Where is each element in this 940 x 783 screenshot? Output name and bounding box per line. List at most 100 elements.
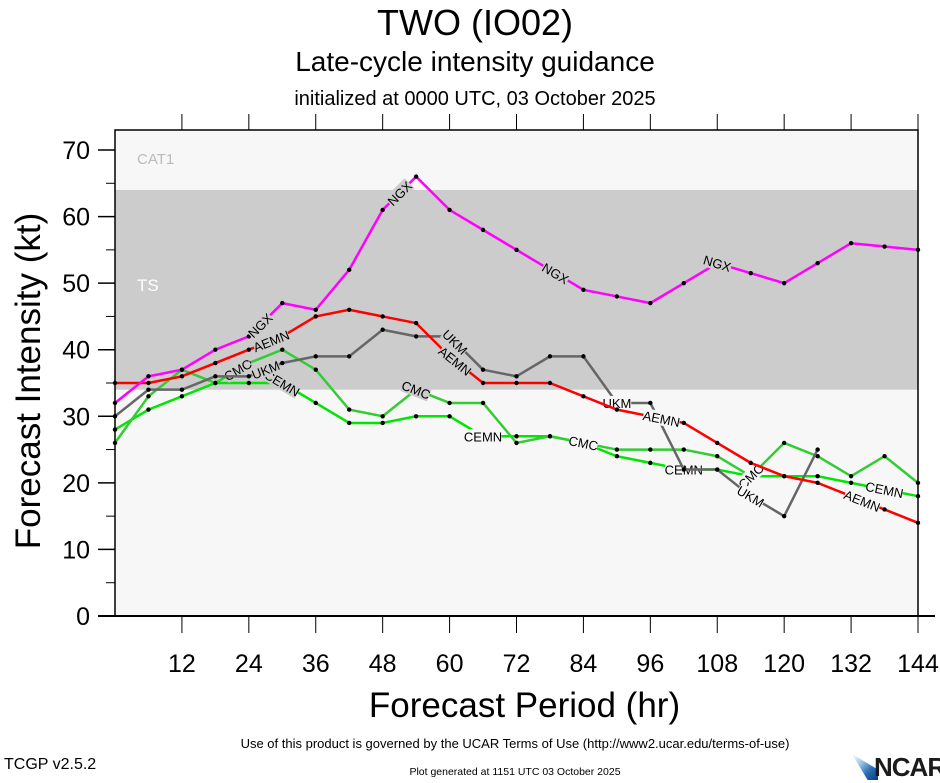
series-label-bg <box>842 487 882 514</box>
data-point-cemn <box>313 400 318 406</box>
data-point-cmc <box>681 447 686 452</box>
series-label-bg <box>384 178 415 209</box>
series-label-group-aemn: AEMN <box>642 408 682 430</box>
data-point-ngx <box>815 260 820 266</box>
data-point-aemn <box>581 394 586 399</box>
data-point-ukm <box>179 387 185 392</box>
data-point-aemn <box>146 380 151 386</box>
data-point-aemn <box>781 474 787 479</box>
series-label-bg <box>440 326 471 357</box>
x-tick-label: 132 <box>830 650 872 678</box>
x-tick-label: 144 <box>897 650 939 678</box>
data-point-cmc <box>648 447 653 452</box>
data-point-ngx <box>581 287 586 292</box>
series-label-cemn: CEMN <box>864 479 904 501</box>
band-ts <box>115 189 918 390</box>
y-tick-label: 20 <box>62 470 90 498</box>
data-point-ngx <box>781 280 787 286</box>
data-point-aemn <box>313 314 318 319</box>
data-point-cemn <box>648 460 653 466</box>
x-tick-label: 24 <box>235 650 263 678</box>
data-point-ukm <box>815 447 820 452</box>
data-point-cmc <box>815 454 820 459</box>
series-label-bg <box>642 408 681 429</box>
series-label-aemn: AEMN <box>642 408 682 430</box>
data-point-ngx <box>748 270 753 276</box>
series-label-bg <box>701 252 733 274</box>
data-point-ukm <box>380 327 385 332</box>
series-label-bg <box>539 259 572 287</box>
series-label-cemn: CEMN <box>464 429 502 444</box>
data-point-ukm <box>480 367 486 372</box>
data-point-ngx <box>380 207 385 213</box>
data-point-cmc <box>848 474 854 479</box>
y-tick-label: 60 <box>62 204 90 232</box>
data-point-aemn <box>213 360 218 366</box>
band-cat1 <box>115 130 918 190</box>
data-point-cmc <box>347 407 352 412</box>
data-point-cmc <box>447 400 452 406</box>
version-label: TCGP v2.5.2 <box>4 756 97 773</box>
terms-notice: Use of this product is governed by the U… <box>240 736 790 751</box>
data-point-aemn <box>815 480 820 486</box>
data-point-ngx <box>882 244 887 249</box>
band-label-ts: TS <box>137 276 159 295</box>
series-line-ukm <box>114 328 819 518</box>
data-point-cemn <box>146 407 151 412</box>
data-point-ukm <box>648 400 653 406</box>
y-tick-label: 10 <box>62 536 90 564</box>
data-point-aemn <box>480 380 486 386</box>
data-point-ukm <box>514 374 519 379</box>
data-point-aemn <box>681 420 686 426</box>
data-point-cmc <box>380 414 385 419</box>
data-point-aemn <box>715 440 720 446</box>
data-point-cmc <box>882 454 887 459</box>
init-time: initialized at 0000 UTC, 03 October 2025 <box>294 88 656 110</box>
data-point-ngx <box>347 267 352 273</box>
data-point-cmc <box>146 394 151 399</box>
data-point-ngx <box>681 280 686 286</box>
generated-time: Plot generated at 1151 UTC 03 October 20… <box>409 766 621 778</box>
series-label-bg <box>244 310 276 341</box>
data-point-cemn <box>380 420 385 426</box>
data-point-cemn <box>413 414 419 419</box>
x-tick-label: 48 <box>369 650 397 678</box>
data-point-cmc <box>313 367 318 372</box>
data-point-ukm <box>146 387 151 392</box>
data-point-aemn <box>179 374 185 379</box>
y-tick-label: 30 <box>62 403 90 431</box>
data-point-ngx <box>146 374 151 379</box>
data-point-cemn <box>246 380 252 386</box>
data-point-cmc <box>280 347 285 352</box>
y-tick-label: 0 <box>76 603 90 631</box>
y-tick-label: 50 <box>62 270 90 298</box>
x-axis-title: Forecast Period (hr) <box>369 686 680 725</box>
data-point-ukm <box>313 354 318 359</box>
band-label-cat1: CAT1 <box>137 151 174 168</box>
chart-title: TWO (IO02) <box>377 2 573 43</box>
data-point-cemn <box>514 434 519 439</box>
data-point-cemn <box>179 394 185 399</box>
data-point-ngx <box>614 294 620 299</box>
data-point-ngx <box>480 227 486 233</box>
series-label-bg <box>262 367 302 399</box>
x-tick-label: 120 <box>763 650 805 678</box>
data-point-cmc <box>614 447 620 452</box>
ncar-logo: NCAR <box>852 752 940 782</box>
series-label-bg <box>436 343 474 378</box>
data-point-aemn <box>413 320 419 326</box>
x-tick-label: 12 <box>168 650 196 678</box>
data-point-cemn <box>447 414 452 419</box>
data-point-ukm <box>781 513 787 519</box>
data-point-aemn <box>514 380 519 386</box>
chart-subtitle: Late-cycle intensity guidance <box>295 46 655 77</box>
data-point-aemn <box>882 507 887 512</box>
data-point-ukm <box>547 354 553 359</box>
data-point-ngx <box>648 300 653 306</box>
data-point-ukm <box>681 467 686 472</box>
data-point-aemn <box>614 407 620 412</box>
data-point-cemn <box>848 480 854 486</box>
data-point-cmc <box>715 454 720 459</box>
data-point-cemn <box>347 420 352 426</box>
data-point-ngx <box>280 300 285 306</box>
